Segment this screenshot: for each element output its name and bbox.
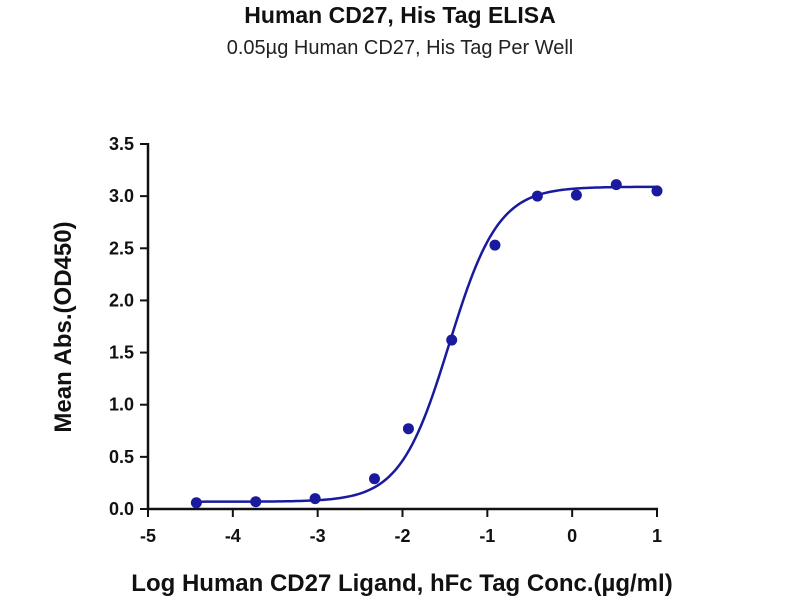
- data-point: [489, 239, 501, 251]
- axes: -5 -4 -3 -2 -1 0 1 0.0 0.5 1.0 1.5 2.0 2.5 3.0 3.5: [109, 134, 662, 546]
- x-tick-label: -5: [140, 526, 156, 546]
- x-tick-label: -4: [225, 526, 241, 546]
- y-tick-label: 2.0: [109, 290, 134, 310]
- x-tick-label: 0: [567, 526, 577, 546]
- data-point: [309, 493, 321, 505]
- x-tick-label: -1: [479, 526, 495, 546]
- x-axis-title: Log Human CD27 Ligand, hFc Tag Conc.(µg/…: [131, 570, 672, 597]
- y-axis-title: Mean Abs.(OD450): [50, 221, 77, 432]
- data-point: [402, 423, 414, 435]
- data-point: [651, 185, 663, 197]
- x-tick-label: -3: [310, 526, 326, 546]
- chart-title: Human CD27, His Tag ELISA: [244, 2, 556, 28]
- data-point: [570, 189, 582, 201]
- fit-curve: [196, 185, 658, 503]
- data-point: [250, 496, 262, 508]
- fit-curve-layer: [196, 185, 658, 503]
- data-points-layer: [190, 179, 663, 509]
- y-tick-label: 2.5: [109, 238, 134, 258]
- y-tick-label: 0.5: [109, 447, 134, 467]
- chart-subtitle: 0.05µg Human CD27, His Tag Per Well: [226, 37, 574, 59]
- x-tick-label: -2: [394, 526, 410, 546]
- y-tick-label: 1.5: [109, 343, 134, 363]
- x-tick-label: 1: [652, 526, 662, 546]
- data-point: [446, 334, 458, 346]
- y-tick-label: 0.0: [109, 499, 134, 519]
- data-point: [190, 497, 202, 509]
- data-point: [531, 190, 543, 202]
- y-tick-label: 1.0: [109, 395, 134, 415]
- y-tick-label: 3.0: [109, 186, 134, 206]
- y-tick-label: 3.5: [109, 134, 134, 154]
- data-point: [610, 179, 622, 191]
- data-point: [369, 473, 381, 485]
